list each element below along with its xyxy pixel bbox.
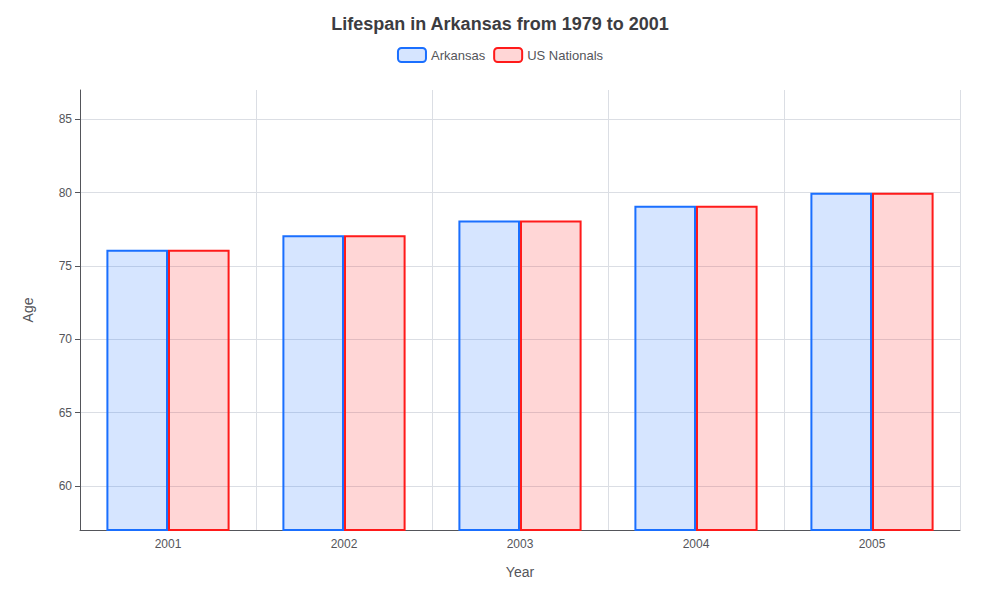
svg-text:Year: Year bbox=[506, 564, 535, 580]
svg-text:85: 85 bbox=[59, 112, 73, 126]
svg-text:Arkansas: Arkansas bbox=[431, 48, 486, 63]
svg-text:2004: 2004 bbox=[683, 537, 710, 551]
svg-text:80: 80 bbox=[59, 186, 73, 200]
svg-text:2005: 2005 bbox=[859, 537, 886, 551]
svg-text:2002: 2002 bbox=[331, 537, 358, 551]
svg-text:2003: 2003 bbox=[507, 537, 534, 551]
svg-text:65: 65 bbox=[59, 406, 73, 420]
svg-text:70: 70 bbox=[59, 332, 73, 346]
svg-text:Lifespan in Arkansas from 1979: Lifespan in Arkansas from 1979 to 2001 bbox=[331, 14, 668, 34]
svg-text:60: 60 bbox=[59, 479, 73, 493]
svg-text:75: 75 bbox=[59, 259, 73, 273]
svg-text:Age: Age bbox=[20, 297, 36, 322]
svg-text:2001: 2001 bbox=[155, 537, 182, 551]
svg-text:US Nationals: US Nationals bbox=[527, 48, 603, 63]
